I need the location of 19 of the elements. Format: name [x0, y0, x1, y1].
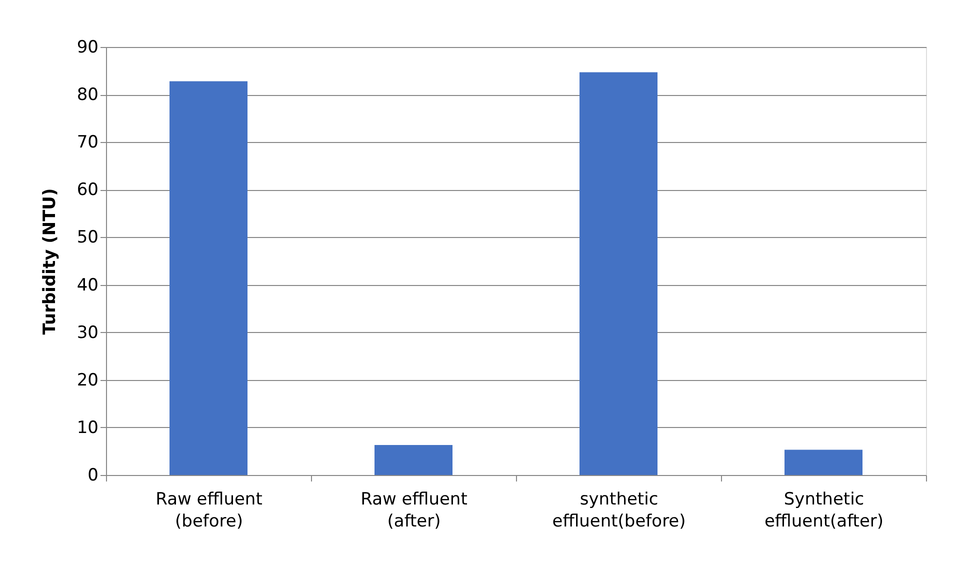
y-tick-label: 70: [76, 132, 98, 153]
y-axis-title: Turbidity (NTU): [40, 188, 60, 335]
bar: [784, 450, 862, 475]
y-tick-label: 90: [76, 38, 98, 58]
y-tick-label: 30: [76, 322, 98, 343]
bar: [170, 81, 248, 475]
y-tick-label: 80: [76, 85, 98, 106]
x-tick-label: Raw effluent (before): [156, 490, 263, 532]
y-tick-label: 40: [76, 275, 98, 296]
y-tick-label: 60: [76, 180, 98, 200]
x-tick-label: Synthetic effluent(after): [764, 490, 884, 532]
y-tick-label: 50: [76, 228, 98, 248]
bar: [374, 445, 452, 475]
y-tick-label: 20: [76, 370, 98, 390]
y-tick-label: 0: [88, 466, 98, 486]
x-tick-label: Raw effluent (after): [360, 490, 468, 532]
y-tick-label: 10: [76, 418, 98, 438]
x-tick-label: synthetic effluent(before): [552, 490, 686, 532]
bar: [580, 72, 658, 475]
